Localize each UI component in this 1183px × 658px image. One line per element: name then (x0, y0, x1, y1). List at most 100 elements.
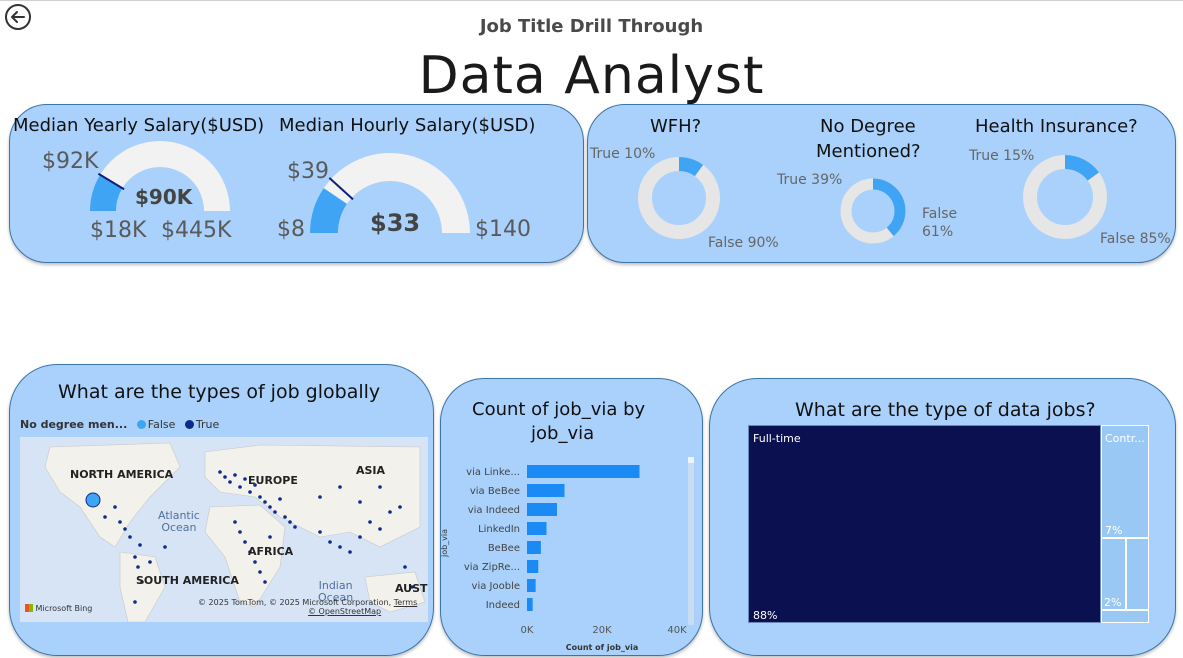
map-point[interactable] (293, 525, 297, 529)
health-insurance-donut[interactable] (1021, 153, 1109, 241)
map-point[interactable] (283, 515, 287, 519)
map-point[interactable] (268, 535, 272, 539)
bar-3[interactable] (527, 522, 547, 535)
map-point[interactable] (253, 560, 257, 564)
map-point[interactable] (123, 527, 127, 531)
bar-category-label-6: via Jooble (472, 581, 520, 592)
map-point[interactable] (243, 540, 247, 544)
map-point[interactable] (138, 543, 142, 547)
bar-category-label-5: via ZipRe... (464, 562, 520, 573)
bar-category-label-0: via Linke... (466, 467, 520, 478)
map-card: What are the types of job globally No de… (9, 364, 434, 656)
map-point[interactable] (378, 527, 382, 531)
map-point[interactable] (136, 565, 140, 569)
bar-4[interactable] (527, 541, 541, 554)
legend-title: No degree men... (20, 418, 128, 431)
treemap-full-time[interactable]: Full-time 88% (748, 425, 1101, 623)
treemap-part-time[interactable]: 2% (1101, 538, 1126, 610)
job-via-bar-chart[interactable]: via Linke... via BeBee via Indeed LinkedIn B… (440, 457, 703, 657)
map-point[interactable] (148, 560, 152, 564)
map-point[interactable] (163, 545, 167, 549)
map-point[interactable] (328, 540, 332, 544)
drill-through-title: Job Title Drill Through (479, 16, 704, 37)
map-point[interactable] (388, 510, 392, 514)
map-point-us[interactable] (85, 492, 101, 508)
x-tick-label-1: 20K (592, 625, 612, 636)
job-via-card: Count of job_via by job_via via Linke...… (440, 378, 703, 656)
map-point[interactable] (358, 500, 362, 504)
map-point[interactable] (403, 565, 407, 569)
map-point[interactable] (238, 485, 242, 489)
wfh-donut[interactable] (636, 155, 722, 241)
map-point[interactable] (140, 580, 144, 584)
map-point[interactable] (118, 520, 122, 524)
map-point[interactable] (228, 480, 232, 484)
map-point[interactable] (243, 477, 247, 481)
yearly-min-label: $18K (90, 218, 147, 243)
no-degree-title-line1: No Degree (820, 116, 916, 137)
treemap-other[interactable] (1126, 538, 1149, 610)
map-point[interactable] (133, 555, 137, 559)
back-arrow-icon[interactable] (4, 3, 32, 31)
hourly-salary-gauge[interactable] (300, 147, 480, 237)
hourly-min-label: $8 (277, 217, 305, 242)
bar-1[interactable] (527, 484, 565, 497)
treemap-small[interactable] (1101, 610, 1149, 623)
map-point[interactable] (133, 600, 137, 604)
map-point[interactable] (218, 470, 222, 474)
osm-link[interactable]: © OpenStreetMap (308, 607, 382, 616)
bing-logo: Microsoft Bing (25, 604, 92, 613)
map-point[interactable] (238, 530, 242, 534)
map-point[interactable] (410, 585, 414, 589)
map-point[interactable] (258, 495, 262, 499)
treemap-contract[interactable]: Contr... 7% (1101, 425, 1149, 538)
job-via-title-line2: job_via (531, 423, 595, 444)
no-degree-false-pct: 61% (922, 224, 954, 240)
map-point[interactable] (358, 535, 362, 539)
no-degree-title-line2: Mentioned? (816, 141, 921, 162)
terms-link[interactable]: Terms (393, 598, 418, 607)
legend-true-label[interactable]: True (195, 418, 220, 431)
bar-category-label-1: via BeBee (470, 486, 520, 497)
bar-6[interactable] (527, 579, 536, 592)
map-point[interactable] (338, 485, 342, 489)
map-point[interactable] (233, 520, 237, 524)
map-point[interactable] (233, 473, 237, 477)
map-point[interactable] (113, 505, 117, 509)
legend-false-label[interactable]: False (147, 418, 176, 431)
map-point[interactable] (398, 505, 402, 509)
label-asia: ASIA (356, 464, 386, 477)
map-point[interactable] (253, 483, 257, 487)
bar-0[interactable] (527, 465, 640, 478)
treemap-card: What are the type of data jobs? Full-tim… (709, 378, 1176, 656)
map-point[interactable] (318, 495, 322, 499)
map-point[interactable] (278, 497, 282, 501)
map-point[interactable] (263, 500, 267, 504)
map-point[interactable] (368, 520, 372, 524)
bar-5[interactable] (527, 560, 539, 573)
map-point[interactable] (263, 580, 267, 584)
map-point[interactable] (248, 490, 252, 494)
map-point[interactable] (318, 530, 322, 534)
map-point[interactable] (103, 515, 107, 519)
map-point[interactable] (258, 570, 262, 574)
bar-2[interactable] (527, 503, 557, 516)
y-axis-title: job_via (440, 529, 449, 558)
map-point[interactable] (348, 550, 352, 554)
map-point[interactable] (223, 475, 227, 479)
no-degree-donut[interactable] (839, 177, 907, 245)
map-point[interactable] (378, 485, 382, 489)
chart-scrollbar[interactable] (688, 457, 694, 625)
map-point[interactable] (268, 505, 272, 509)
map-legend: No degree men... False True (20, 418, 219, 431)
map-point[interactable] (248, 550, 252, 554)
map-point[interactable] (288, 520, 292, 524)
map-point[interactable] (338, 545, 342, 549)
bar-7[interactable] (527, 598, 533, 611)
map-point[interactable] (273, 510, 277, 514)
label-north-america: NORTH AMERICA (70, 468, 174, 481)
yearly-target-label: $92K (42, 149, 99, 174)
yearly-salary-gauge[interactable] (80, 135, 240, 215)
world-map[interactable]: NORTH AMERICA EUROPE ASIA AFRICA SOUTH A… (20, 437, 428, 622)
map-point[interactable] (128, 535, 132, 539)
